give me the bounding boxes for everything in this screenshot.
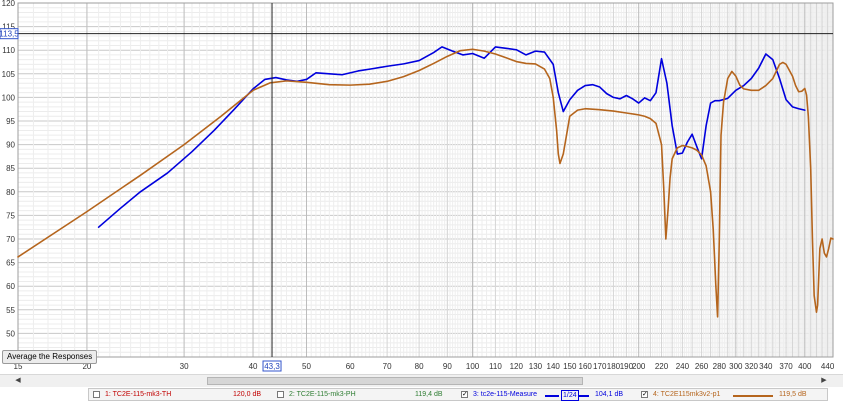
- x-tick-label: 150: [563, 362, 577, 371]
- x-tick-label: 40: [249, 362, 258, 371]
- x-tick-label: 340: [759, 362, 773, 371]
- y-tick-label: 105: [2, 70, 16, 79]
- x-tick-label: 140: [547, 362, 561, 371]
- x-tick-label: 170: [593, 362, 607, 371]
- cursor-x-label-box: [262, 360, 282, 372]
- legend-4-checkbox[interactable]: ✓: [641, 391, 648, 398]
- legend-3-checkbox[interactable]: ✓: [461, 391, 468, 398]
- y-axis-ticks: 4550556065707580859095100105110115120: [2, 0, 16, 362]
- legend-3-swatch: [545, 395, 559, 397]
- x-tick-label: 20: [82, 362, 91, 371]
- y-tick-label: 110: [2, 46, 15, 55]
- series-lines: [17, 46, 834, 318]
- cursor-y-label-box: [0, 28, 19, 40]
- x-tick-label: 300: [729, 362, 743, 371]
- x-tick-label: 100: [466, 362, 480, 371]
- x-tick-label: 260: [695, 362, 709, 371]
- x-tick-label: 180: [607, 362, 621, 371]
- y-tick-label: 90: [6, 141, 15, 150]
- y-tick-label: 75: [6, 211, 15, 220]
- x-tick-label: 30: [180, 362, 189, 371]
- x-tick-label: 70: [383, 362, 392, 371]
- x-tick-label: 110: [489, 362, 502, 371]
- x-tick-label: 190: [620, 362, 634, 371]
- x-tick-label: 120: [510, 362, 524, 371]
- scroll-right-arrow-icon[interactable]: ▶: [821, 377, 827, 384]
- y-tick-label: 95: [6, 117, 15, 126]
- x-tick-label: 90: [443, 362, 452, 371]
- x-tick-label: 80: [415, 362, 424, 371]
- y-tick-label: 100: [2, 93, 16, 102]
- legend-2-value: 119,4 dB: [415, 391, 443, 398]
- x-tick-label: 440: [821, 362, 835, 371]
- legend-1-label: 1: TC2E-115-mk3-TH: [105, 391, 172, 398]
- legend-3-swatch-right: [579, 395, 589, 397]
- x-tick-label: 400: [798, 362, 812, 371]
- y-tick-label: 85: [6, 164, 15, 173]
- x-tick-label: 280: [713, 362, 727, 371]
- y-tick-label: 70: [6, 235, 15, 244]
- y-tick-label: 55: [6, 306, 15, 315]
- y-tick-label: 65: [6, 259, 15, 268]
- y-tick-label: 80: [6, 188, 15, 197]
- legend-4-value: 119,5 dB: [779, 391, 807, 398]
- legend-bar: 1: TC2E-115-mk3-TH 120,0 dB 2: TC2E-115-…: [88, 388, 828, 401]
- x-tick-label: 370: [779, 362, 793, 371]
- legend-3-smoothing[interactable]: 1/24: [561, 390, 579, 401]
- cursor-crosshair[interactable]: 113,5 43,3: [0, 3, 833, 372]
- x-tick-label: 320: [745, 362, 759, 371]
- x-tick-label: 160: [579, 362, 593, 371]
- legend-3-label: 3: tc2e-115-Measure: [473, 391, 538, 398]
- y-tick-label: 115: [2, 23, 15, 32]
- legend-2-label: 2: TC2E-115-mk3-PH: [289, 391, 356, 398]
- horizontal-scrollbar[interactable]: ◀ ▶: [0, 374, 843, 387]
- legend-4-label: 4: TC2E115mk3v2-p1: [653, 391, 721, 398]
- cursor-x-label: 43,3: [264, 362, 280, 371]
- legend-3-value: 104,1 dB: [595, 391, 624, 398]
- y-tick-label: 120: [2, 0, 16, 8]
- x-tick-label: 50: [302, 362, 311, 371]
- plot-frame: [17, 2, 834, 358]
- x-tick-label: 220: [655, 362, 669, 371]
- x-tick-label: 60: [346, 362, 355, 371]
- scroll-left-arrow-icon[interactable]: ◀: [15, 377, 21, 384]
- series-line-1: [97, 46, 806, 228]
- frequency-response-chart[interactable]: 15 20 30 40 50 60 70 80 90 100 110 120 130 140 150 160 1…: [0, 0, 843, 372]
- x-tick-label: 200: [632, 362, 646, 371]
- series-line-2: [17, 48, 834, 318]
- legend-1-checkbox[interactable]: [93, 391, 100, 398]
- x-tick-label: 130: [529, 362, 543, 371]
- legend-2-checkbox[interactable]: [277, 391, 284, 398]
- y-tick-label: 60: [6, 282, 15, 291]
- average-responses-button[interactable]: Average the Responses: [2, 350, 98, 364]
- x-axis-ticks: 15 20 30 40 50 60 70 80 90 100 110 120 130 140 150 160 1…: [14, 362, 835, 371]
- legend-1-value: 120,0 dB: [233, 391, 262, 398]
- x-tick-label: 240: [676, 362, 690, 371]
- legend-4-swatch: [733, 395, 773, 397]
- cursor-y-label: 113,5: [0, 30, 19, 39]
- scrollbar-thumb[interactable]: [207, 377, 583, 385]
- grid: [17, 2, 834, 358]
- x-tick-label: 15: [14, 362, 23, 371]
- y-tick-label: 50: [6, 329, 15, 338]
